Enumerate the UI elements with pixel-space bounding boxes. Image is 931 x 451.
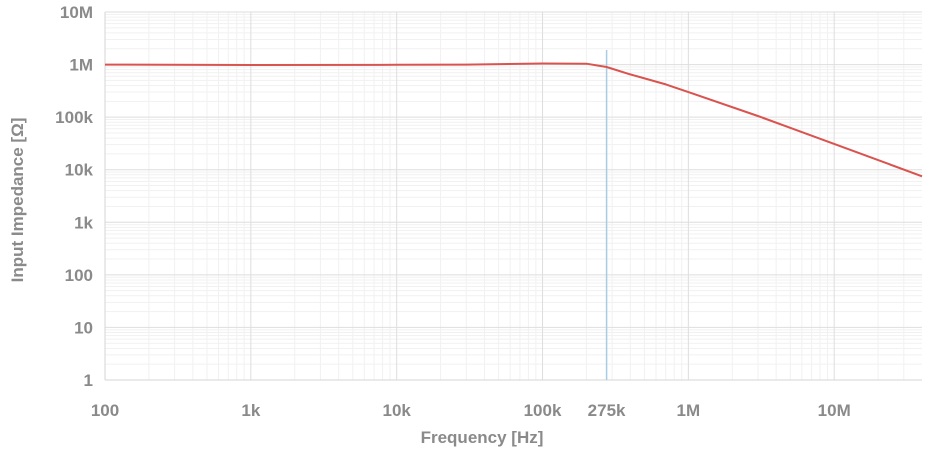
grid-minor — [105, 12, 922, 380]
y-tick-label: 10k — [65, 161, 94, 180]
x-axis-label: Frequency [Hz] — [421, 428, 544, 447]
y-tick-label: 10M — [60, 3, 93, 22]
y-tick-label: 10 — [74, 318, 93, 337]
y-tick-label: 1k — [74, 213, 93, 232]
x-tick-labels: 100 1k 10k 100k 275k 1M 10M — [91, 401, 851, 420]
y-tick-label: 1M — [69, 56, 93, 75]
x-tick-label: 10M — [818, 401, 851, 420]
y-axis-label: Input Impedance [Ω] — [8, 118, 27, 283]
x-tick-label: 100 — [91, 401, 119, 420]
grid-major — [104, 11, 922, 381]
x-tick-label: 1M — [677, 401, 701, 420]
series-group — [104, 62, 923, 178]
x-tick-label: 1k — [241, 401, 260, 420]
x-tick-label: 275k — [588, 401, 626, 420]
series-line-impedance — [104, 62, 923, 178]
y-tick-label: 100 — [65, 266, 93, 285]
y-tick-label: 1 — [84, 371, 93, 390]
x-tick-label: 100k — [524, 401, 562, 420]
y-tick-labels: 1 10 100 1k 10k 100k 1M 10M — [55, 3, 93, 390]
y-tick-label: 100k — [55, 108, 93, 127]
x-tick-label: 10k — [382, 401, 411, 420]
